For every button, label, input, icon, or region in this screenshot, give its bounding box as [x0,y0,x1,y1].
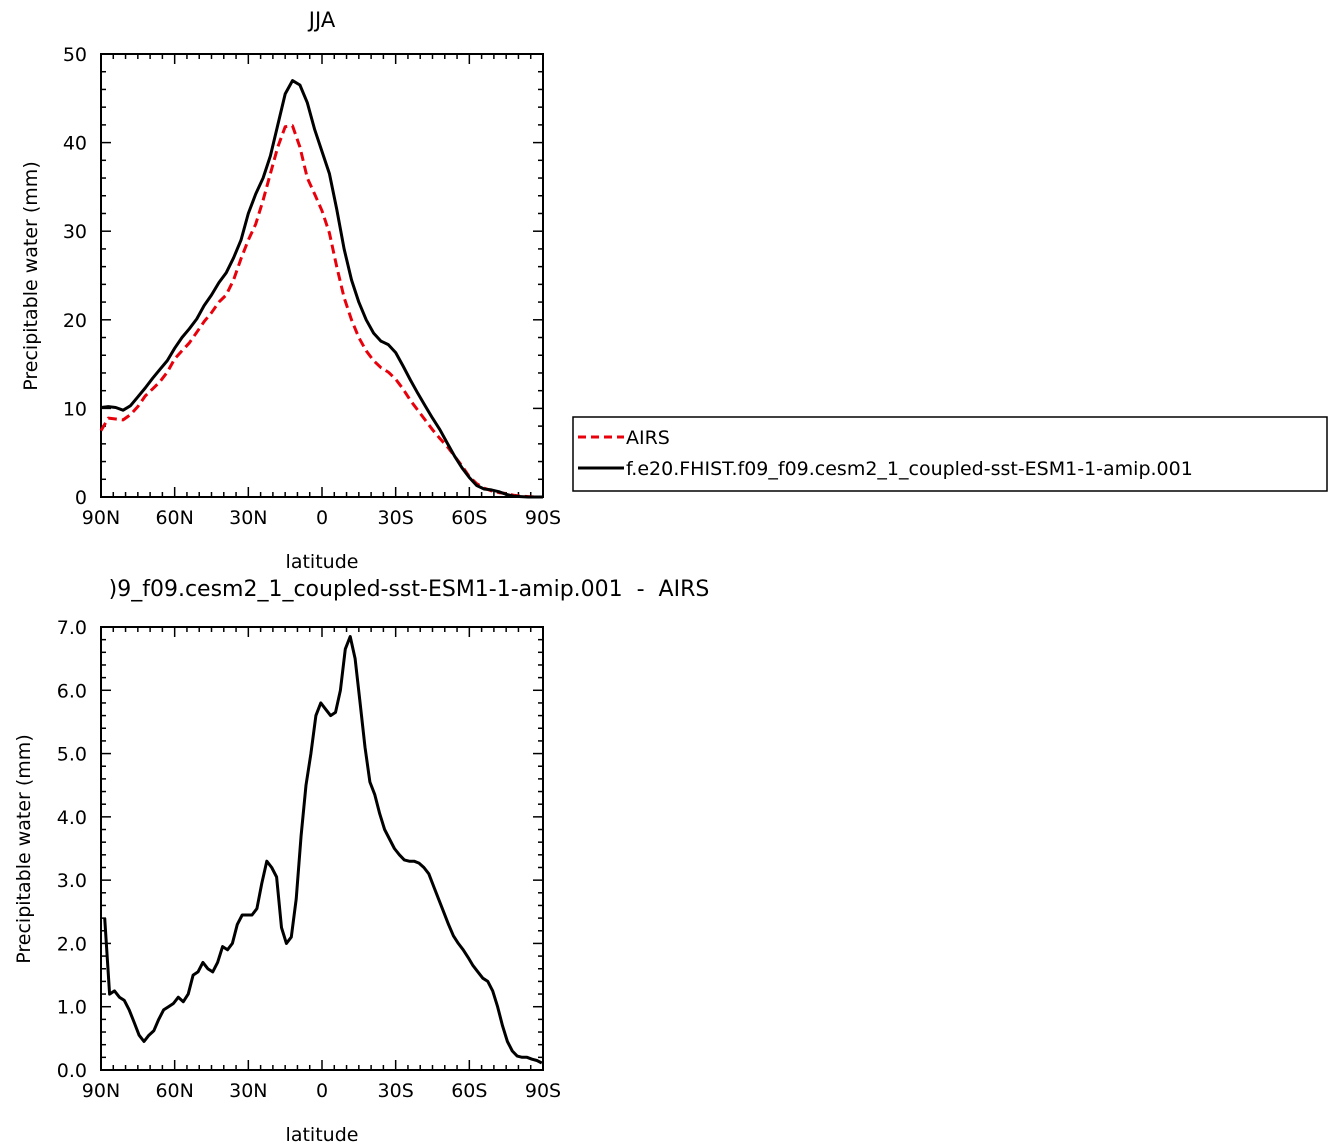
bottom-panel-title: )9_f09.cesm2_1_coupled-sst-ESM1-1-amip.0… [109,577,710,602]
top-series-line-airs [99,124,543,499]
bottom-y-tick-label: 3.0 [57,870,87,892]
bottom-y-tick-label: 5.0 [57,744,87,766]
top-plot-frame [100,53,544,498]
bottom-x-tick-label: 60S [451,1080,487,1102]
bottom-y-tick-label: 4.0 [57,807,87,829]
top-y-tick-label: 30 [63,221,87,243]
bottom-panel-y-axis-label: Precipitable water (mm) [13,734,35,963]
bottom-y-tick-label: 1.0 [57,997,87,1019]
bottom-plot-frame [100,626,544,1071]
top-panel: JJA Precipitable water (mm) latitude 90N… [20,8,561,573]
legend-label-airs: AIRS [626,427,670,449]
bottom-y-tick-label: 6.0 [57,680,87,702]
top-panel-x-axis-label: latitude [286,551,359,573]
top-x-tick-label: 90S [525,507,561,529]
bottom-y-tick-label: 2.0 [57,933,87,955]
top-x-tick-label: 30N [229,507,267,529]
bottom-x-tick-label: 90S [525,1080,561,1102]
top-x-tick-label: 0 [316,507,328,529]
legend: AIRS f.e20.FHIST.f09_f09.cesm2_1_coupled… [572,416,1328,492]
top-x-tick-label: 60N [155,507,193,529]
top-x-tick-label: 30S [378,507,414,529]
bottom-panel-x-axis-label: latitude [286,1124,359,1146]
top-y-tick-label: 10 [63,398,87,420]
bottom-panel: )9_f09.cesm2_1_coupled-sst-ESM1-1-amip.0… [13,577,709,1146]
bottom-y-tick-label: 0.0 [57,1060,87,1082]
bottom-x-tick-label: 60N [155,1080,193,1102]
legend-label-model: f.e20.FHIST.f09_f09.cesm2_1_coupled-sst-… [626,458,1193,480]
top-y-tick-label: 20 [63,310,87,332]
bottom-x-tick-label: 30N [229,1080,267,1102]
top-series-line-model [100,79,543,499]
top-x-tick-label: 60S [451,507,487,529]
top-panel-title: JJA [307,8,336,32]
bottom-x-tick-label: 0 [316,1080,328,1102]
bottom-series-line-difference [103,635,543,1065]
top-panel-y-axis-label: Precipitable water (mm) [20,161,42,390]
top-y-tick-label: 50 [63,44,87,66]
legend-box [572,416,1328,492]
bottom-x-tick-label: 30S [378,1080,414,1102]
bottom-y-tick-label: 7.0 [57,617,87,639]
bottom-x-tick-label: 90N [82,1080,120,1102]
top-x-tick-label: 90N [82,507,120,529]
top-y-tick-label: 0 [75,487,87,509]
top-y-tick-label: 40 [63,133,87,155]
